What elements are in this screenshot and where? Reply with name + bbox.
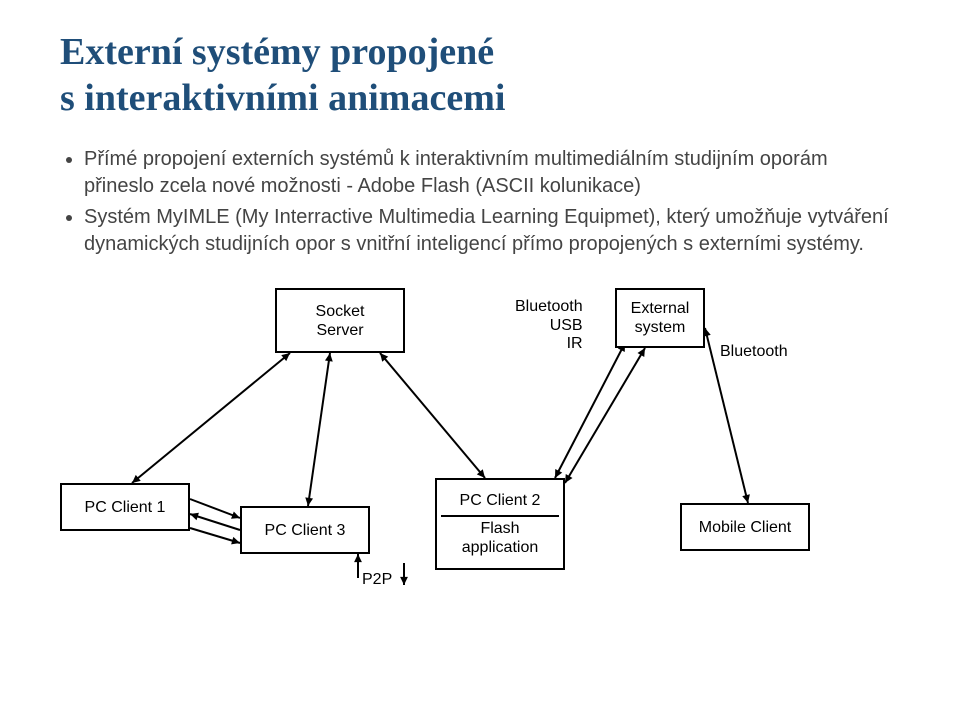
label-p2p: P2P: [362, 571, 392, 589]
node-socket-server: Socket Server: [275, 288, 405, 353]
node-pc-client-1: PC Client 1: [60, 483, 190, 531]
node-pc-client-3: PC Client 3: [240, 506, 370, 554]
bullet-2: Systém MyIMLE (My Interractive Multimedi…: [84, 204, 900, 258]
node-mobile-client: Mobile Client: [680, 503, 810, 551]
title-line1: Externí systémy propojené: [60, 31, 494, 73]
label-protocol-ir: IR: [515, 335, 583, 353]
node-external-system: External system: [615, 288, 705, 348]
label-protocol-bt: Bluetooth: [515, 298, 583, 316]
label-p2p-text: P2P: [362, 571, 392, 588]
node-pc-client-2: PC Client 2 Flash application: [435, 478, 565, 570]
page-title: Externí systémy propojené s interaktivní…: [60, 30, 900, 121]
node-socket-l2: Server: [316, 321, 363, 340]
node-socket-l1: Socket: [316, 302, 365, 321]
node-pc3-label: PC Client 3: [265, 521, 346, 540]
node-pc2-l3: application: [462, 538, 539, 557]
node-pc2-divider: [441, 515, 559, 517]
label-protocols: Bluetooth USB IR: [515, 298, 583, 353]
node-ext-l1: External: [631, 299, 690, 318]
node-ext-l2: system: [635, 318, 686, 337]
label-bluetooth: Bluetooth: [720, 343, 788, 361]
title-line2: s interaktivními animacemi: [60, 77, 505, 119]
bullet-list: Přímé propojení externích systémů k inte…: [60, 146, 900, 258]
node-mobile-label: Mobile Client: [699, 518, 791, 537]
label-protocol-usb: USB: [515, 317, 583, 335]
diagram-area: Socket Server PC Client 1 PC Client 3 PC…: [60, 288, 900, 588]
node-pc2-l1: PC Client 2: [460, 491, 541, 510]
node-pc1-label: PC Client 1: [85, 498, 166, 517]
label-bluetooth-text: Bluetooth: [720, 343, 788, 360]
bullet-1: Přímé propojení externích systémů k inte…: [84, 146, 900, 200]
node-pc2-l2: Flash: [480, 519, 519, 538]
